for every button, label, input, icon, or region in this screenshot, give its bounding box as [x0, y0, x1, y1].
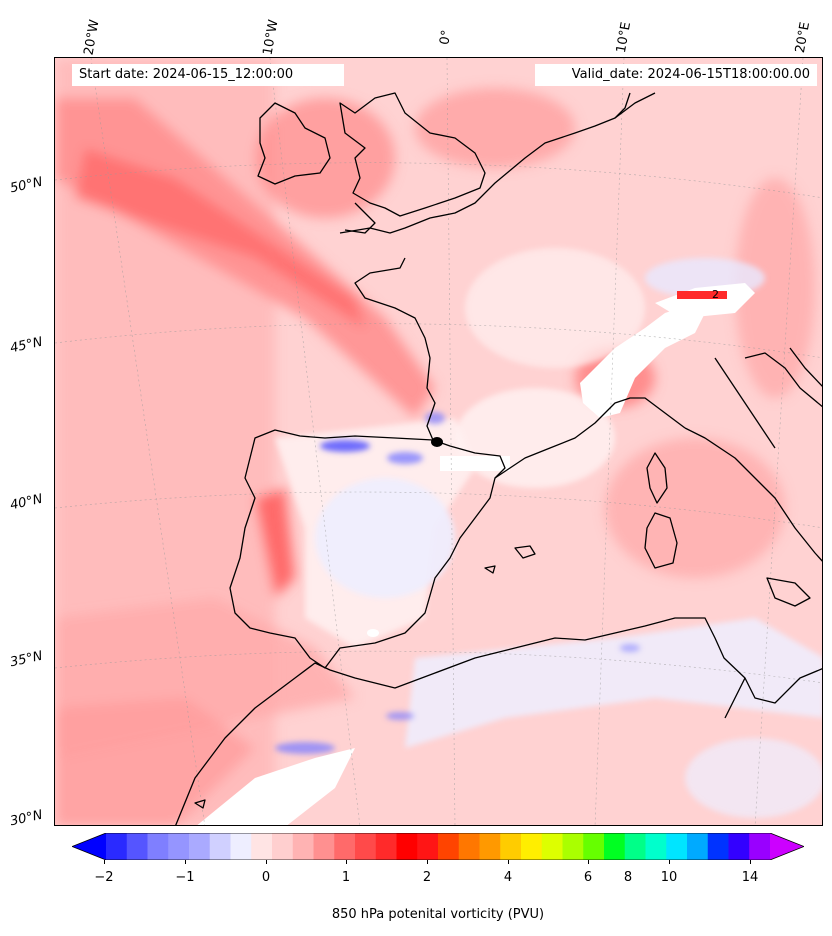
- colorbar-segment: [251, 833, 273, 860]
- contour-label: 2: [712, 288, 719, 301]
- lat-label-40n: 40°N: [8, 491, 44, 514]
- colorbar-segment: [666, 833, 688, 860]
- colorbar-tick-neg1: −1: [175, 870, 195, 885]
- colorbar-label: 850 hPa potenital vorticity (PVU): [331, 907, 545, 922]
- colorbar-segment: [479, 833, 501, 860]
- lat-label-45n: 45°N: [8, 334, 44, 357]
- pv-field: 2: [55, 58, 822, 825]
- pv-map: 2: [54, 57, 823, 826]
- colorbar-segment: [334, 833, 356, 860]
- colorbar-segment: [749, 833, 771, 860]
- lon-label-0: 0°: [437, 28, 455, 47]
- colorbar-extend-low: [72, 833, 106, 860]
- start-date-label: Start date: 2024-06-15_12:00:00: [72, 64, 344, 86]
- colorbar-segment: [126, 833, 149, 860]
- colorbar-segment: [583, 833, 605, 860]
- colorbar-segment: [458, 833, 481, 860]
- colorbar-segment: [230, 833, 252, 860]
- lon-label-20w: 20°W: [81, 18, 103, 57]
- colorbar-segment: [500, 833, 522, 860]
- colorbar-extend-high: [770, 833, 804, 860]
- colorbar-segment: [707, 833, 730, 860]
- colorbar-tick-0: 0: [261, 870, 271, 885]
- colorbar-segment: [189, 833, 211, 860]
- colorbar-segment: [624, 833, 647, 860]
- colorbar-segment: [541, 833, 564, 860]
- colorbar-tick-1: 1: [341, 870, 351, 885]
- colorbar-segment: [292, 833, 315, 860]
- colorbar-tick-8: 8: [623, 870, 633, 885]
- lon-label-10e: 10°E: [613, 20, 635, 55]
- colorbar-segment: [396, 833, 418, 860]
- colorbar-tick-10: 10: [660, 870, 678, 885]
- colorbar-segment: [417, 833, 439, 860]
- colorbar-segment: [438, 833, 460, 860]
- colorbar-tick-2: 2: [422, 870, 432, 885]
- colorbar-segment: [728, 833, 750, 860]
- colorbar-tick-4: 4: [503, 870, 513, 885]
- colorbar-segment: [355, 833, 377, 860]
- colorbar-tick-14: 14: [741, 870, 759, 885]
- lat-label-35n: 35°N: [8, 648, 44, 671]
- colorbar-segment: [168, 833, 190, 860]
- colorbar-segment: [521, 833, 543, 860]
- colorbar-segment: [106, 833, 128, 860]
- colorbar-segment: [375, 833, 398, 860]
- lon-label-20e: 20°E: [792, 20, 814, 55]
- colorbar: [72, 833, 804, 860]
- lat-label-50n: 50°N: [8, 174, 44, 197]
- colorbar-segment: [645, 833, 667, 860]
- colorbar-tick-neg2: −2: [94, 870, 114, 885]
- colorbar-segment: [687, 833, 709, 860]
- colorbar-tick-6: 6: [583, 870, 593, 885]
- colorbar-segment: [209, 833, 232, 860]
- colorbar-segment: [272, 833, 294, 860]
- colorbar-segment: [313, 833, 335, 860]
- valid-date-label: Valid_date: 2024-06-15T18:00:00.00: [535, 64, 817, 86]
- lon-label-10w: 10°W: [260, 18, 282, 57]
- colorbar-segment: [147, 833, 169, 860]
- lat-label-30n: 30°N: [8, 807, 44, 830]
- colorbar-segment: [562, 833, 584, 860]
- colorbar-segment: [604, 833, 626, 860]
